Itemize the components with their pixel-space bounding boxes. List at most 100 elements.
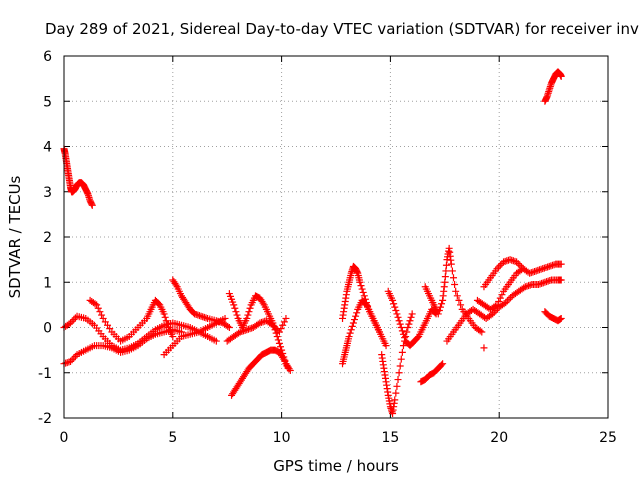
data-point: [397, 324, 405, 331]
x-tick-label: 20: [490, 430, 508, 446]
y-tick-label: 2: [43, 230, 52, 246]
series-track-o: [417, 360, 447, 386]
data-point: [382, 342, 390, 350]
y-tick-labels: -2 -1 0 1 2 3 4 5 6: [38, 49, 52, 427]
x-tick-labels: 0 5 10 15 20 25: [60, 430, 617, 446]
data-point: [70, 354, 78, 362]
series-track-p: [421, 244, 486, 336]
data-point: [348, 322, 356, 330]
data-point: [282, 314, 290, 322]
data-point: [68, 317, 76, 325]
data-point: [493, 265, 501, 273]
x-tick-label: 0: [60, 430, 69, 446]
data-point: [93, 301, 101, 309]
data-point: [557, 260, 565, 268]
data-point: [246, 304, 254, 312]
data-point: [88, 201, 96, 209]
data-point: [557, 314, 565, 322]
data-point: [284, 364, 292, 372]
data-point: [346, 329, 354, 337]
data-point: [376, 328, 384, 336]
data-point: [273, 333, 281, 341]
data-point: [235, 329, 243, 337]
data-point: [353, 309, 361, 317]
series-track-j: [228, 346, 292, 399]
data-point: [163, 320, 171, 328]
data-point: [391, 396, 399, 404]
data-point: [212, 337, 220, 345]
data-point: [347, 326, 355, 334]
data-point: [259, 299, 267, 307]
data-point: [395, 369, 403, 377]
data-point: [498, 291, 506, 299]
data-point: [451, 281, 459, 289]
data-point: [476, 327, 484, 335]
series-track-l: [339, 296, 384, 368]
data-point: [450, 274, 458, 282]
data-point: [169, 333, 177, 341]
y-tick-label: 4: [43, 140, 52, 156]
series-track-f: [160, 314, 229, 359]
data-point: [491, 302, 499, 310]
y-tick-label: 6: [43, 49, 52, 65]
data-point: [224, 322, 232, 330]
data-point: [356, 278, 364, 286]
data-point: [279, 353, 287, 361]
data-point: [269, 321, 277, 329]
series-track-q: [443, 276, 565, 345]
data-point: [438, 361, 446, 369]
data-point: [438, 300, 446, 308]
data-point: [357, 282, 365, 290]
data-point: [360, 292, 368, 300]
data-point: [399, 342, 407, 350]
data-point: [275, 339, 283, 347]
data-point: [233, 311, 241, 319]
data-point: [67, 357, 75, 365]
data-point: [243, 314, 251, 322]
data-point: [405, 320, 413, 328]
data-point: [407, 313, 415, 321]
data-point: [275, 328, 283, 336]
data-point: [404, 324, 412, 331]
data-point: [434, 310, 442, 318]
y-tick-label: -2: [38, 411, 52, 427]
data-point: [68, 356, 76, 364]
data-point: [480, 344, 488, 352]
data-point: [394, 376, 402, 384]
data-point: [520, 284, 528, 292]
y-tick-label: 0: [43, 321, 52, 337]
y-tick-label: 5: [43, 94, 52, 110]
data-point: [394, 313, 402, 321]
data-point: [352, 312, 360, 320]
data-point: [502, 299, 510, 307]
data-point: [495, 297, 503, 305]
y-tick-label: 3: [43, 185, 52, 201]
data-point: [514, 260, 522, 268]
data-point: [350, 316, 358, 324]
data-point: [495, 263, 503, 271]
data-point: [439, 360, 447, 368]
data-point: [232, 308, 240, 316]
data-point: [271, 323, 279, 331]
data-point: [398, 348, 406, 356]
data-point: [70, 316, 78, 324]
x-tick-label: 15: [381, 430, 399, 446]
data-point: [358, 285, 366, 293]
data-point: [244, 311, 252, 319]
data-point: [408, 310, 416, 318]
data-point: [398, 327, 406, 335]
data-point: [505, 295, 513, 303]
data-point: [280, 318, 288, 326]
data-point: [161, 313, 169, 321]
y-axis-label: SDTVAR / TECUs: [6, 175, 24, 298]
data-point: [396, 320, 404, 328]
data-point: [277, 325, 285, 333]
data-point: [518, 266, 526, 274]
data-point: [452, 287, 460, 295]
series-track-g: [169, 276, 233, 331]
data-point: [496, 294, 504, 302]
data-point: [231, 304, 239, 312]
data-point: [98, 311, 106, 319]
data-point: [392, 307, 400, 315]
